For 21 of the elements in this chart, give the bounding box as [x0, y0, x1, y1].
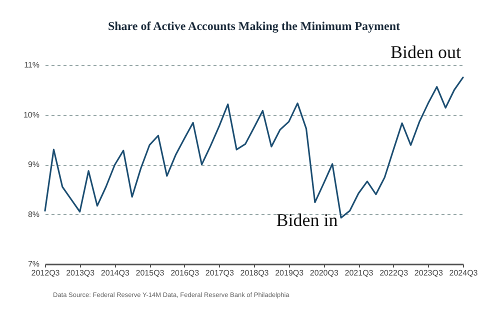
x-tick-label: 2024Q3 [449, 268, 478, 278]
x-tick-label: 2019Q3 [275, 268, 304, 278]
x-tick-label: 2023Q3 [414, 268, 444, 278]
x-tick-label: 2020Q3 [310, 268, 339, 278]
annotation: Biden in [276, 210, 338, 230]
y-tick-label: 7% [28, 260, 40, 268]
y-tick-label: 10% [23, 110, 40, 120]
x-tick-label: 2013Q3 [66, 268, 96, 278]
x-tick-label: 2015Q3 [136, 268, 165, 278]
x-tick-label: 2022Q3 [380, 268, 409, 278]
x-tick-label: 2014Q3 [100, 268, 130, 278]
x-tick-label: 2016Q3 [170, 268, 200, 278]
y-tick-label: 11% [24, 60, 40, 70]
x-tick-label: 2017Q3 [205, 268, 234, 278]
y-tick-label: 8% [28, 210, 40, 219]
y-tick-label: 9% [28, 160, 40, 169]
text: Biden out [390, 42, 461, 62]
x-tick-label: 2012Q3 [31, 268, 60, 278]
chart-title: Share of Active Accounts Making the Minimum Payment [108, 19, 400, 33]
x-tick-label: 2021Q3 [344, 268, 374, 278]
x-tick-label: 2018Q3 [240, 268, 270, 278]
